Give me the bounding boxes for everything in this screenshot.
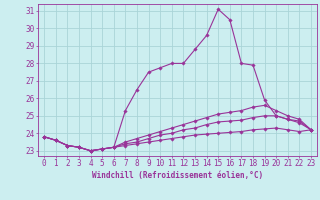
X-axis label: Windchill (Refroidissement éolien,°C): Windchill (Refroidissement éolien,°C) xyxy=(92,171,263,180)
